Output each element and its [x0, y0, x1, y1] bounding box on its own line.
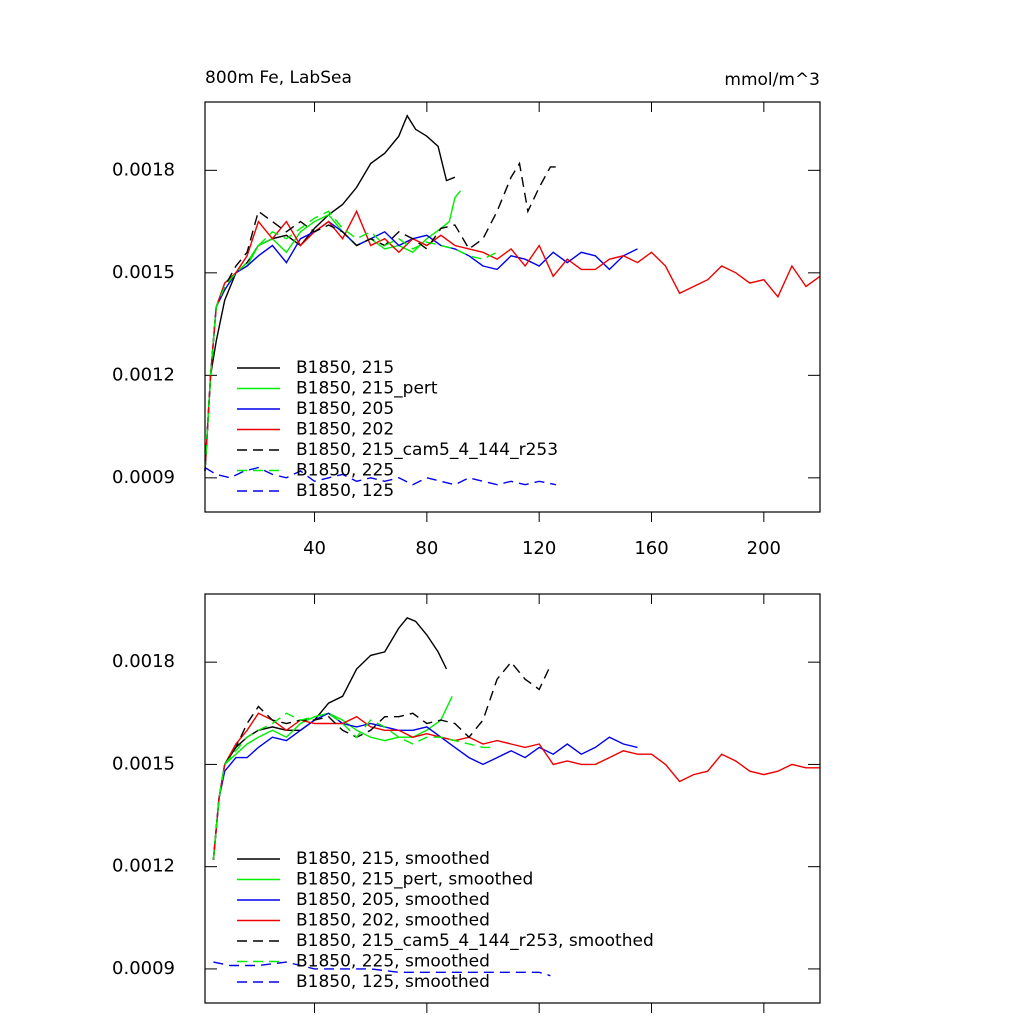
series-line — [204, 210, 498, 472]
legend-label: B1850, 125 — [296, 481, 394, 501]
series-line — [212, 661, 552, 860]
series-line — [213, 961, 551, 977]
legend-label: B1850, 205, smoothed — [296, 890, 490, 910]
plot-frame — [204, 593, 821, 1004]
series-line — [204, 220, 638, 472]
x-tick-label: 80 — [415, 538, 438, 559]
plot-frame — [204, 101, 821, 513]
x-tick-label: 40 — [303, 538, 326, 559]
y-tick-label: 0.0015 — [112, 753, 175, 774]
y-tick-label: 0.0009 — [112, 958, 175, 979]
x-tick-label: 120 — [522, 538, 556, 559]
legend-label: B1850, 215_cam5_4_144_r253 — [296, 440, 558, 460]
legend-label: B1850, 225 — [296, 461, 394, 481]
legend-label: B1850, 215 — [296, 358, 394, 378]
y-tick-label: 0.0012 — [112, 856, 175, 877]
y-tick-label: 0.0018 — [112, 651, 175, 672]
y-tick-label: 0.0009 — [112, 467, 175, 488]
chart-title: 800m Fe, LabSea — [205, 68, 352, 88]
series-line — [212, 712, 820, 860]
legend-label: B1850, 215_pert — [296, 379, 438, 399]
legend-label: B1850, 225, smoothed — [296, 952, 490, 972]
y-tick-label: 0.0012 — [112, 364, 175, 385]
series-line — [204, 209, 821, 472]
legend-label: B1850, 205 — [296, 399, 394, 419]
y-tick-label: 0.0015 — [112, 262, 175, 283]
series-line — [212, 712, 638, 860]
legend-label: B1850, 215_pert, smoothed — [296, 870, 533, 890]
legend-label: B1850, 125, smoothed — [296, 972, 490, 992]
legend-label: B1850, 215, smoothed — [296, 849, 490, 869]
series-line — [204, 161, 556, 472]
legend-label: B1850, 215_cam5_4_144_r253, smoothed — [296, 931, 654, 951]
legend-label: B1850, 202 — [296, 420, 394, 440]
x-tick-label: 200 — [747, 538, 781, 559]
series-line — [212, 617, 448, 860]
x-tick-label: 160 — [634, 538, 668, 559]
units-label: mmol/m^3 — [724, 70, 820, 90]
y-tick-label: 0.0018 — [112, 159, 175, 180]
series-line — [204, 466, 557, 486]
legend-label: B1850, 202, smoothed — [296, 911, 490, 931]
